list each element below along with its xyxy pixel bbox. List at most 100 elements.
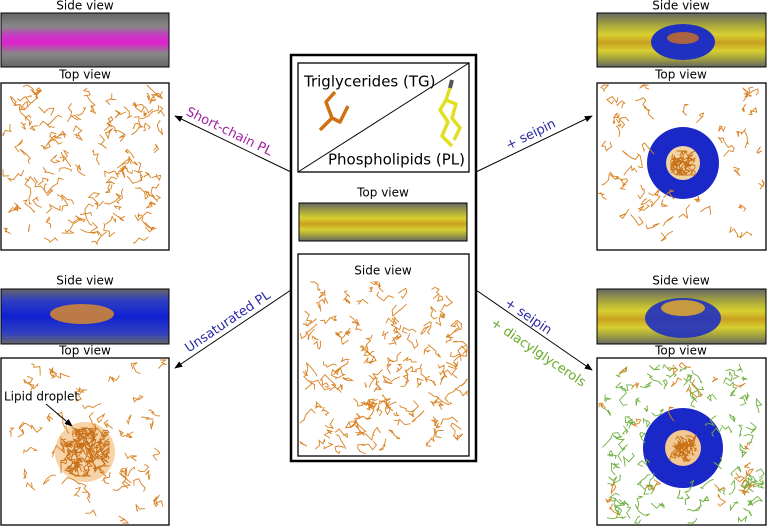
lipid-tail: [369, 287, 374, 293]
lipid-tail: [31, 87, 42, 95]
lipid-tail: [393, 418, 411, 426]
lipid-tail: [641, 142, 655, 155]
lipid-tail: [610, 481, 617, 495]
lipid-tail: [752, 476, 765, 488]
lipid-tail: [323, 442, 334, 450]
lipid-tail: [152, 496, 158, 508]
lipid-tail: [118, 515, 130, 524]
lipid-tail: [130, 362, 141, 375]
lipid-tail: [145, 200, 155, 209]
lipid-tail: [364, 382, 367, 388]
lipid-tail: [425, 437, 433, 447]
lipid-tail: [621, 384, 635, 391]
lipid-tail: [758, 179, 765, 190]
lipid-tail: [685, 386, 697, 398]
lipid-tail: [340, 327, 351, 346]
lipid-tail: [725, 381, 738, 395]
lipid-tail: [723, 370, 733, 384]
lipid-tail: [143, 110, 147, 117]
lipid-tail: [99, 431, 106, 443]
lipid-tail: [82, 87, 91, 97]
lipid-tail: [691, 379, 703, 398]
lipid-tail: [684, 479, 695, 494]
lipid-tail: [687, 518, 698, 524]
lipid-tail: [89, 106, 97, 115]
lipid-tail: [51, 372, 70, 380]
top-label: Top view: [654, 344, 707, 358]
lipid-tail: [72, 430, 82, 438]
lipid-tail: [672, 155, 679, 168]
lipid-tail: [103, 472, 111, 485]
top-image: [0, 82, 170, 251]
lipid-tail: [31, 363, 41, 376]
lipid-tail: [388, 339, 397, 345]
top-label: Top view: [654, 68, 707, 82]
lipid-tail: [671, 161, 684, 171]
lipid-tail: [755, 397, 763, 414]
lipid-tail: [310, 281, 321, 291]
lipid-tail: [51, 444, 63, 458]
lipid-tail: [61, 229, 75, 234]
lipid-tail: [400, 369, 410, 387]
lipid-tail: [50, 154, 61, 164]
lipid-tail: [87, 449, 91, 455]
lipid-tail: [609, 503, 619, 519]
lipid-tail: [25, 482, 36, 491]
lipid-tail: [60, 461, 66, 474]
lipid-tail: [737, 424, 743, 438]
lipid-tail: [733, 166, 741, 177]
lipid-tail: [644, 479, 662, 492]
side-label: Side view: [56, 274, 114, 288]
lipid-tail: [686, 163, 696, 173]
lipid-tail: [143, 171, 152, 179]
lipid-tail: [137, 213, 143, 218]
lipid-tail: [733, 472, 746, 483]
lipid-tail: [363, 412, 373, 420]
lipid-tail: [691, 369, 703, 384]
lipid-tail: [672, 450, 687, 457]
lipid-tail: [101, 452, 109, 462]
lipid-tail: [637, 458, 651, 467]
lipid-tail: [334, 428, 348, 439]
lipid-tail: [133, 170, 143, 181]
lipid-tail: [90, 230, 102, 236]
lipid-tail: [700, 478, 714, 490]
lipid-tail: [696, 112, 705, 123]
lipid-tail: [678, 164, 691, 174]
lipid-tail: [341, 376, 354, 382]
lipid-tail: [322, 361, 337, 368]
lipid-tail: [660, 230, 674, 242]
lipid-tail: [38, 106, 55, 116]
lipid-tail: [428, 391, 440, 405]
lipid-tail: [373, 380, 382, 393]
lipid-tail: [33, 177, 46, 191]
lipid-tail: [307, 379, 331, 391]
lipid-tail: [632, 418, 642, 427]
lipid-tail: [363, 440, 377, 451]
lipid-tail: [85, 509, 97, 517]
lipid-tail: [411, 410, 425, 423]
lipid-tail: [386, 359, 395, 375]
lipid-tail: [391, 334, 402, 342]
lipid-tail: [615, 100, 626, 109]
lipid-tail: [299, 441, 308, 447]
lipid-tail: [17, 95, 32, 102]
lipid-tail: [630, 214, 644, 227]
lipid-tail: [645, 222, 660, 230]
lipid-tail: [683, 374, 693, 383]
lipid-tail: [687, 505, 702, 512]
lipid-tail: [368, 369, 383, 388]
lipid-tail: [381, 330, 389, 340]
lipid-tail: [438, 364, 445, 376]
lipid-tail: [614, 500, 629, 508]
lipid-tail: [104, 128, 113, 140]
lipid-tail: [669, 447, 678, 461]
lipid-tail: [43, 237, 59, 243]
lipid-tail: [682, 452, 690, 462]
lipid-tail: [757, 482, 765, 489]
lipid-tail: [20, 121, 27, 130]
lipid-tail: [431, 286, 440, 300]
lipid-tail: [143, 122, 151, 132]
lipid-tail: [99, 467, 107, 482]
lipid-tail: [665, 373, 677, 379]
